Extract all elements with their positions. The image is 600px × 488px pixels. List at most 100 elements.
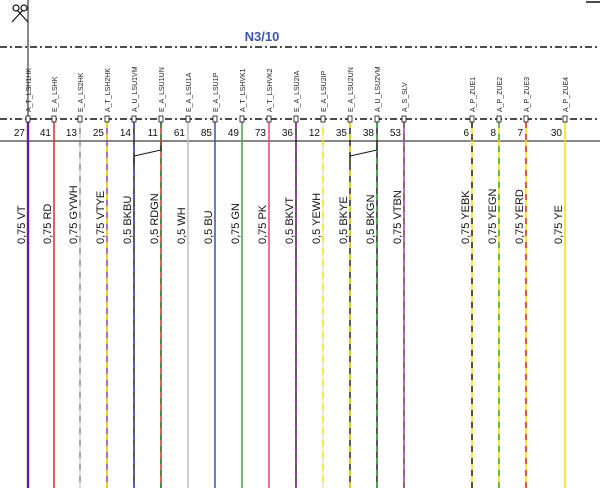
pin-marker	[320, 115, 326, 123]
pin-number: 6	[463, 128, 469, 139]
pin-a_t_lshvk1: A_T_LSHVK1 49 0,75 GN	[228, 68, 247, 488]
wire-label: 0,75 YE	[553, 205, 565, 244]
pin-marker	[293, 115, 299, 123]
pin-signal-name: E_A_LSU2UN	[348, 67, 355, 112]
pin-a_t_lshvk2: A_T_LSHVK2 73 0,75 PK	[255, 68, 274, 488]
wire-label: 0,75 YERD	[514, 189, 526, 244]
pin-number: 30	[551, 128, 563, 139]
pin-signal-name: E_A_LS2HK	[78, 72, 85, 112]
pin-marker	[51, 115, 57, 123]
pin-signal-name: A_U_LSU1VM	[132, 66, 139, 112]
pin-e_a_lshk: E_A_LSHK 41 0,75 RD	[40, 76, 59, 488]
pin-a_u_lsu1vm: A_U_LSU1VM 14 0,5 BKBU	[120, 66, 139, 488]
pin-marker	[185, 115, 191, 123]
pin-e_a_lsu2ip: E_A_LSU2IP 12 0,5 YEWH	[309, 70, 328, 488]
pin-marker	[523, 115, 529, 123]
pin-number: 7	[517, 128, 523, 139]
wire-label: 0,5 BKBU	[122, 196, 134, 244]
pin-signal-name: A_P_ZUE3	[524, 77, 531, 112]
pin-marker	[266, 115, 272, 123]
pin-signal-name: A_S_SLV	[402, 82, 409, 112]
pin-marker	[401, 115, 407, 123]
wire-label: 0,75 VTBN	[392, 190, 404, 244]
pin-number: 36	[282, 128, 294, 139]
pin-a_u_lsu2vm: A_U_LSU2VM 38 0,5 BKGN	[363, 66, 382, 488]
connector-title: N3/10	[245, 29, 280, 44]
pin-signal-name: A_P_ZUE1	[470, 77, 477, 112]
pin-a_p_zue4: A_P_ZUE4 30 0,75 YE	[551, 77, 570, 488]
pin-marker	[131, 115, 137, 123]
pin-marker	[77, 115, 83, 123]
wire-label: 0,5 BU	[203, 210, 215, 244]
twisted-pair-bracket	[349, 142, 378, 164]
pin-marker	[562, 115, 568, 123]
twisted-pair-line	[349, 142, 378, 164]
pin-number: 49	[228, 128, 240, 139]
pin-number: 14	[120, 128, 132, 139]
twisted-pairs-layer	[133, 142, 378, 164]
pin-number: 53	[390, 128, 402, 139]
pin-number: 85	[201, 128, 213, 139]
twisted-pair-line	[133, 142, 162, 164]
pin-signal-name: A_U_LSU2VM	[375, 66, 382, 112]
wire-label: 0,5 RDGN	[149, 193, 161, 244]
pin-signal-name: E_A_LSU1P	[213, 72, 220, 112]
pin-e_a_ls2hk: E_A_LS2HK 13 0,75 GYWH	[66, 72, 85, 488]
pin-number: 35	[336, 128, 348, 139]
pin-number: 12	[309, 128, 321, 139]
wire-label: 0,5 BKYE	[338, 196, 350, 244]
wire-label: 0,75 RD	[42, 204, 54, 244]
pin-signal-name: E_A_LSU1A	[186, 72, 193, 112]
wire-label: 0,75 VT	[16, 205, 28, 244]
pin-marker	[158, 115, 164, 123]
wire-label: 0,75 PK	[257, 204, 269, 244]
pin-marker	[104, 115, 110, 123]
pin-signal-name: E_A_LSU1UN	[159, 67, 166, 112]
twisted-pair-bracket	[133, 142, 162, 164]
pin-marker	[239, 115, 245, 123]
pin-signal-name: E_A_LSU2IP	[321, 70, 328, 112]
wire-label: 0,5 BKVT	[284, 197, 296, 244]
wire-label: 0,75 YEGN	[487, 189, 499, 244]
pin-marker	[496, 115, 502, 123]
pin-a_p_zue3: A_P_ZUE3 7 0,75 YERD	[514, 77, 531, 488]
pin-e_a_lsu2ia: E_A_LSU2IA 36 0,5 BKVT	[282, 70, 301, 488]
pin-number: 73	[255, 128, 267, 139]
pin-number: 13	[66, 128, 78, 139]
pin-number: 11	[148, 128, 159, 139]
pin-a_s_slv: A_S_SLV 53 0,75 VTBN	[390, 82, 409, 488]
pin-a_t_lsh1hk: A_T_LSH1HK 27 0,75 VT	[14, 68, 33, 488]
pin-signal-name: A_T_LSHVK2	[267, 68, 274, 112]
pin-signal-name: A_T_LSH1HK	[26, 68, 33, 112]
pin-signal-name: A_P_ZUE2	[497, 77, 504, 112]
pin-a_p_zue1: A_P_ZUE1 6 0,75 YEBK	[460, 77, 477, 488]
pin-marker	[212, 115, 218, 123]
pin-number: 27	[14, 128, 26, 139]
pin-number: 25	[93, 128, 105, 139]
pin-marker	[374, 115, 380, 123]
pin-e_a_lsu2un: E_A_LSU2UN 35 0,5 BKYE	[336, 67, 355, 488]
pin-marker	[469, 115, 475, 123]
pin-a_t_lsh2hk: A_T_LSH2HK 25 0,75 VTYE	[93, 68, 112, 488]
wire-label: 0,75 GYWH	[68, 185, 80, 244]
pin-signal-name: A_T_LSHVK1	[240, 68, 247, 112]
scissors-icon	[11, 4, 29, 23]
wire-label: 0,75 VTYE	[95, 191, 107, 244]
wire-label: 0,5 YEWH	[311, 193, 323, 244]
pin-e_a_lsu1a: E_A_LSU1A 61 0,5 WH	[174, 72, 193, 488]
pin-marker	[25, 115, 31, 123]
pin-number: 8	[490, 128, 496, 139]
pin-a_p_zue2: A_P_ZUE2 8 0,75 YEGN	[487, 77, 504, 488]
pin-e_a_lsu1p: E_A_LSU1P 85 0,5 BU	[201, 72, 220, 488]
pin-signal-name: E_A_LSU2IA	[294, 70, 301, 112]
pin-signal-name: A_T_LSH2HK	[105, 68, 112, 112]
pin-number: 38	[363, 128, 375, 139]
pin-e_a_lsu1un: E_A_LSU1UN 11 0,5 RDGN	[148, 67, 166, 488]
wire-label: 0,5 WH	[176, 207, 188, 244]
wire-label: 0,75 GN	[230, 203, 242, 244]
pin-signal-name: E_A_LSHK	[52, 76, 59, 112]
pin-marker	[347, 115, 353, 123]
pin-signal-name: A_P_ZUE4	[563, 77, 570, 112]
